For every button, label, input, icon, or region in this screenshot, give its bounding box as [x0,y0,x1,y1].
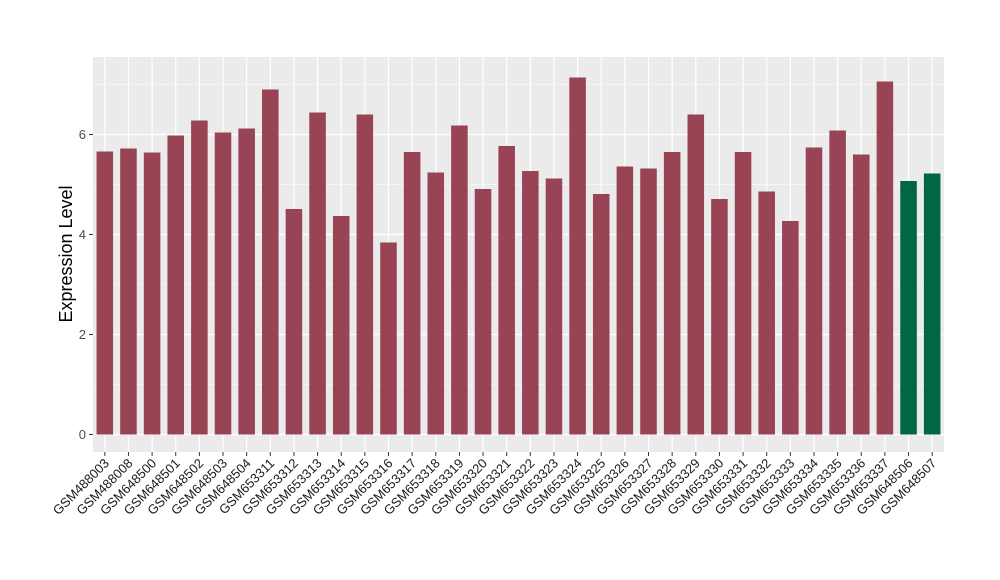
bar-GSM653333 [782,221,799,435]
bar-GSM648502 [191,120,208,435]
bar-GSM653330 [711,199,728,435]
bar-GSM653336 [852,154,870,435]
bar-GSM653319 [451,125,468,435]
bar-GSM488003 [96,151,114,435]
y-tick-label: 6 [79,127,86,142]
bar-GSM653317 [403,152,421,435]
bar-GSM653313 [309,112,326,435]
bar-GSM653334 [805,147,823,435]
y-axis-title: Expression Level [56,185,76,322]
bar-GSM653337 [876,81,894,435]
bar-GSM653332 [758,191,775,435]
bar-GSM653320 [474,189,492,435]
bar-GSM648500 [143,152,161,435]
y-axis: 0 2 4 6 [79,127,93,442]
bar-GSM653314 [332,216,350,435]
bar-GSM653315 [356,114,374,435]
bar-GSM653327 [640,168,657,435]
bar-GSM648507 [923,173,941,435]
y-tick-label: 0 [79,427,86,442]
plot-panel [93,57,944,452]
bar-GSM653335 [829,130,846,435]
bar-GSM653325 [592,194,610,435]
x-axis: GSM488003GSM488008GSM648500GSM648501GSM6… [50,452,939,518]
bar-GSM653316 [380,242,397,435]
y-tick-label: 2 [79,327,86,342]
bar-GSM653328 [663,152,681,435]
bar-GSM653311 [262,89,279,435]
bar-GSM648506 [900,181,917,435]
y-tick-label: 4 [79,227,86,242]
bar-GSM653318 [427,172,445,435]
bar-GSM653326 [616,166,634,435]
bar-GSM648501 [167,135,185,435]
bar-GSM653331 [734,152,752,435]
bar-GSM653312 [285,209,303,435]
bar-GSM653323 [545,178,563,435]
bars [96,77,941,435]
bar-GSM653321 [498,146,515,435]
bar-GSM648504 [238,128,255,435]
bar-GSM488008 [120,148,137,435]
bar-GSM653324 [569,77,586,435]
bar-GSM653322 [522,171,539,435]
bar-GSM648503 [214,132,232,435]
bar-GSM653329 [687,114,705,435]
